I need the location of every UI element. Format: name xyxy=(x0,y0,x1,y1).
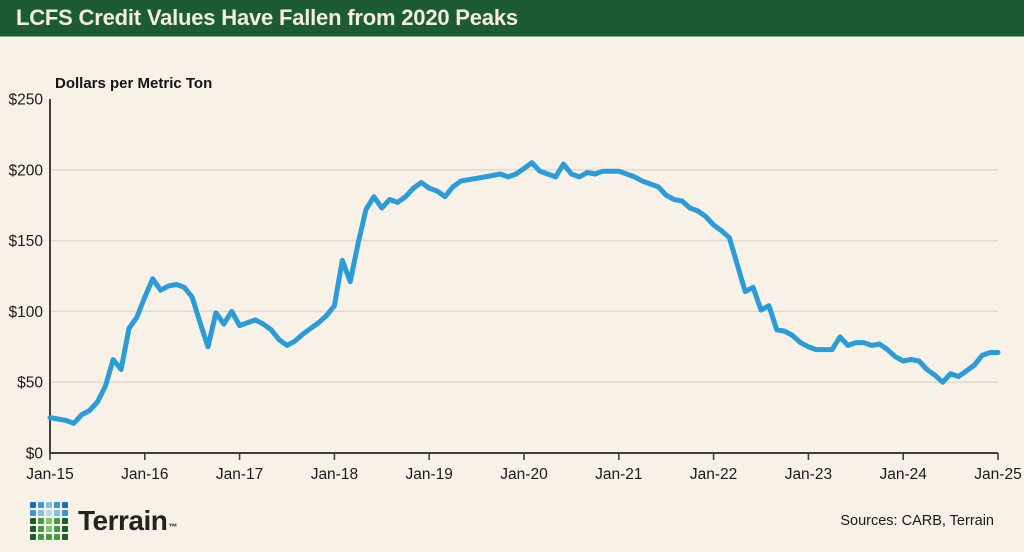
y-tick-label: $100 xyxy=(9,304,44,321)
logo-grid-cell xyxy=(54,534,60,540)
x-tick-label: Jan-24 xyxy=(879,466,927,483)
x-tick-label: Jan-17 xyxy=(216,466,263,483)
logo-grid-cell xyxy=(30,518,36,524)
logo-grid-cell xyxy=(38,534,44,540)
x-tick-label: Jan-25 xyxy=(974,466,1021,483)
terrain-logo-icon xyxy=(30,502,68,540)
logo-grid-cell xyxy=(62,534,68,540)
y-axis-title: Dollars per Metric Ton xyxy=(55,75,213,92)
brand-name-text: Terrain xyxy=(78,505,168,536)
logo-grid-cell xyxy=(38,526,44,532)
logo-grid-cell xyxy=(46,534,52,540)
x-tick-label: Jan-18 xyxy=(311,466,358,483)
x-tick-label: Jan-20 xyxy=(500,466,548,483)
logo-grid-cell xyxy=(38,518,44,524)
logo-grid-cell xyxy=(62,510,68,516)
footer: Terrain™ Sources: CARB, Terrain xyxy=(0,490,1024,552)
logo-grid-cell xyxy=(30,502,36,508)
logo-grid-cell xyxy=(54,502,60,508)
page-title: LCFS Credit Values Have Fallen from 2020… xyxy=(16,5,518,30)
y-tick-label: $0 xyxy=(26,446,44,463)
logo-grid-cell xyxy=(54,510,60,516)
logo-grid-cell xyxy=(62,518,68,524)
logo-grid-cell xyxy=(38,502,44,508)
x-tick-label: Jan-15 xyxy=(26,466,73,483)
logo-grid-cell xyxy=(30,526,36,532)
logo-grid-cell xyxy=(54,526,60,532)
trademark-symbol: ™ xyxy=(168,522,177,532)
logo-grid-cell xyxy=(46,518,52,524)
header-bar: LCFS Credit Values Have Fallen from 2020… xyxy=(0,0,1024,37)
logo-grid-cell xyxy=(46,526,52,532)
logo-grid-cell xyxy=(38,510,44,516)
logo-grid-cell xyxy=(54,518,60,524)
price-line xyxy=(47,160,1001,426)
x-tick-label: Jan-22 xyxy=(690,466,737,483)
logo-grid-cell xyxy=(30,510,36,516)
logo-grid-cell xyxy=(46,502,52,508)
y-tick-label: $150 xyxy=(9,233,44,250)
brand-name: Terrain™ xyxy=(78,507,177,535)
logo-grid-cell xyxy=(30,534,36,540)
x-tick-label: Jan-19 xyxy=(405,466,452,483)
x-tick-label: Jan-21 xyxy=(595,466,642,483)
sources-text: Sources: CARB, Terrain xyxy=(840,513,994,529)
logo-grid-cell xyxy=(46,510,52,516)
y-tick-label: $250 xyxy=(9,92,44,109)
y-tick-label: $50 xyxy=(17,375,43,392)
x-tick-label: Jan-16 xyxy=(121,466,168,483)
logo-grid-cell xyxy=(62,526,68,532)
x-tick-label: Jan-23 xyxy=(785,466,832,483)
y-tick-label: $200 xyxy=(9,162,44,179)
logo-grid-cell xyxy=(62,502,68,508)
terrain-brand: Terrain™ xyxy=(30,502,177,540)
